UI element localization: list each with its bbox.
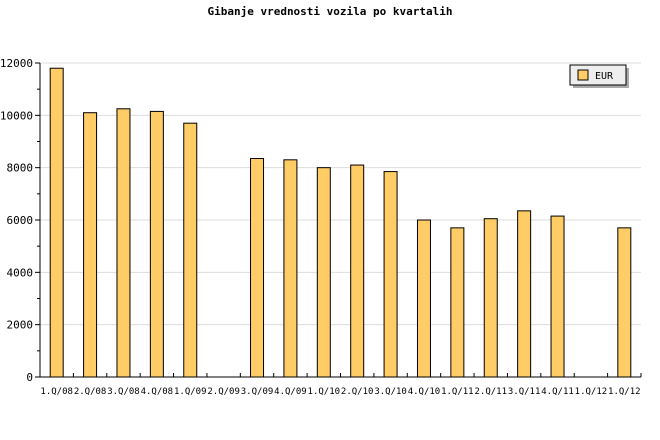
y-tick-label: 0: [26, 371, 33, 384]
x-tick-label: 3.Q/10: [374, 387, 407, 397]
x-tick-label: 3.Q/09: [241, 387, 274, 397]
bar: [517, 210, 532, 378]
x-tick-label: 1.Q/08: [40, 387, 73, 397]
bar: [416, 219, 431, 378]
bar: [83, 112, 98, 378]
legend-swatch: [577, 69, 589, 81]
x-tick-label: 4.Q/11: [541, 387, 574, 397]
legend: EUR: [569, 64, 629, 88]
bar: [49, 67, 64, 378]
legend-label: EUR: [595, 71, 614, 82]
x-tick-label: 1.Q/09: [174, 387, 207, 397]
x-tick-label: 4.Q/09: [274, 387, 307, 397]
x-tick-label: 1.Q/12: [575, 387, 608, 397]
chart-title: Gibanje vrednosti vozila po kvartalih: [207, 5, 452, 18]
y-tick-label: 6000: [7, 214, 34, 227]
x-tick-label: 2.Q/09: [207, 387, 240, 397]
bar: [183, 122, 198, 378]
bar: [149, 110, 164, 378]
bar: [483, 218, 498, 378]
bar: [283, 159, 298, 378]
x-tick-label: 1.Q/12: [608, 387, 641, 397]
x-tick-label: 1.Q/10: [308, 387, 341, 397]
bar: [550, 215, 565, 378]
x-tick-label: 2.Q/10: [341, 387, 374, 397]
y-tick-label: 4000: [7, 266, 34, 279]
y-tick-label: 12000: [0, 57, 33, 70]
x-tick-label: 3.Q/08: [107, 387, 140, 397]
x-tick-label: 2.Q/08: [74, 387, 107, 397]
bar: [316, 167, 331, 378]
bar: [617, 227, 632, 378]
bar: [250, 158, 265, 378]
bar: [383, 171, 398, 378]
x-tick-label: 2.Q/11: [474, 387, 507, 397]
bar: [350, 164, 365, 378]
x-tick-label: 1.Q/11: [441, 387, 474, 397]
bar: [450, 227, 465, 378]
x-tick-label: 4.Q/08: [141, 387, 174, 397]
x-tick-label: 4.Q/10: [408, 387, 441, 397]
x-tick-label: 3.Q/11: [508, 387, 541, 397]
y-tick-label: 10000: [0, 109, 33, 122]
y-tick-label: 8000: [7, 162, 34, 175]
bar: [116, 108, 131, 378]
y-tick-label: 2000: [7, 319, 34, 332]
